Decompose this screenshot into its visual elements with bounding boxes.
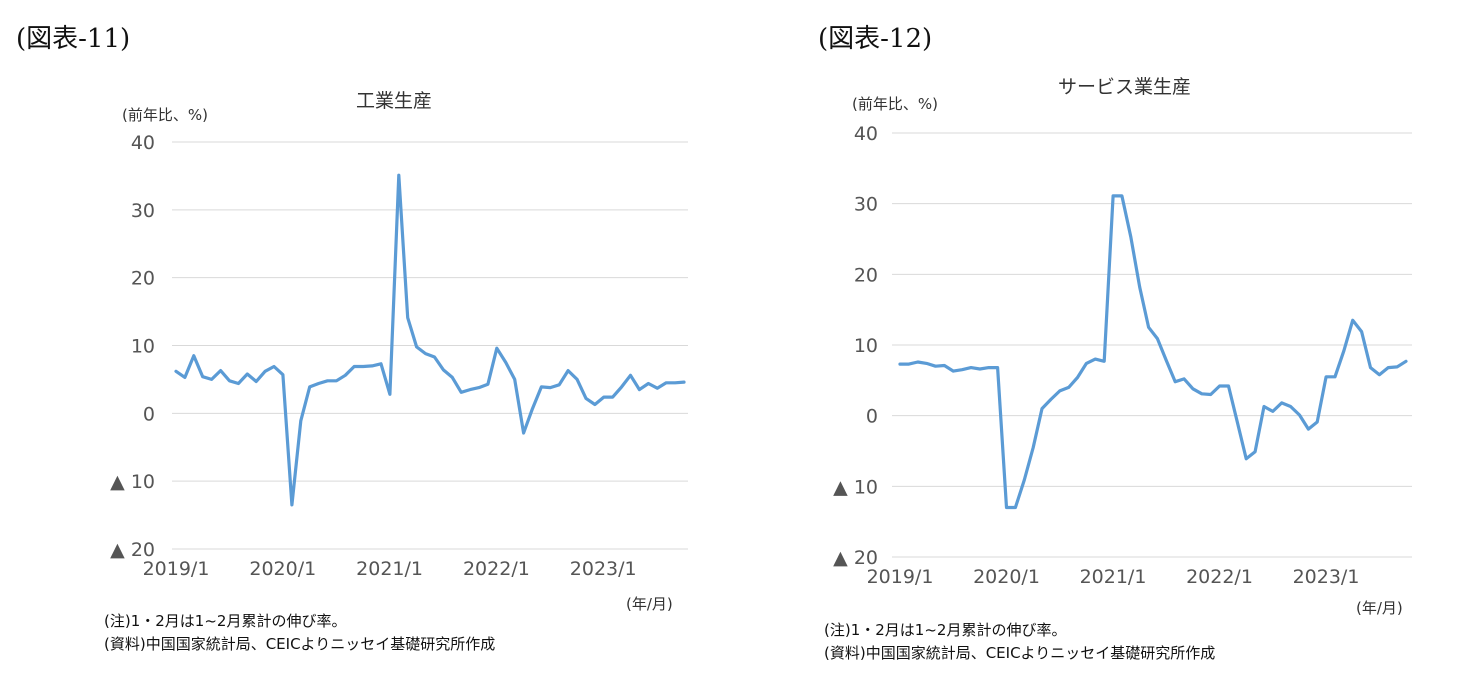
note-line: (注)1・2月は1~2月累計の伸び率。 [104, 612, 347, 630]
y-tick-label: 10 [854, 335, 878, 357]
y-tick-label: 30 [131, 200, 155, 222]
x-tick-label: 2023/1 [1293, 566, 1360, 588]
y-tick-label: ▲ 10 [833, 476, 878, 498]
y-tick-label: ▲ 10 [110, 471, 155, 493]
figure-label: (図表-12) [818, 24, 933, 54]
y-tick-label: 0 [866, 406, 878, 428]
y-tick-label: 0 [143, 403, 155, 425]
series-line [174, 173, 686, 507]
source-line: (資料)中国国家統計局、CEICよりニッセイ基礎研究所作成 [824, 644, 1216, 662]
x-tick-label: 2020/1 [973, 566, 1040, 588]
x-tick-label: 2022/1 [1186, 566, 1253, 588]
note-text: (注)1・2月は1~2月累計の伸び率。 (資料)中国国家統計局、CEICよりニッ… [824, 619, 1215, 665]
y-axis-unit-label: (前年比、%) [852, 95, 938, 113]
source-line: (資料)中国国家統計局、CEICよりニッセイ基礎研究所作成 [104, 635, 496, 653]
y-tick-label: 10 [131, 336, 155, 358]
y-tick-label: 20 [854, 264, 878, 286]
y-axis-unit-label: (前年比、%) [122, 106, 208, 124]
x-tick-label: 2021/1 [1080, 566, 1147, 588]
y-tick-label: 40 [854, 123, 878, 145]
series-line [898, 194, 1408, 510]
note-text: (注)1・2月は1~2月累計の伸び率。 (資料)中国国家統計局、CEICよりニッ… [104, 610, 495, 656]
y-tick-label: 40 [131, 132, 155, 154]
chart-title: 工業生産 [356, 90, 433, 112]
x-tick-label: 2022/1 [463, 558, 530, 580]
y-tick-label: 20 [131, 268, 155, 290]
x-tick-label: 2019/1 [143, 558, 210, 580]
x-tick-label: 2021/1 [356, 558, 423, 580]
x-tick-label: 2019/1 [867, 566, 934, 588]
note-line: (注)1・2月は1~2月累計の伸び率。 [824, 621, 1067, 639]
x-axis-unit-label: (年/月) [626, 595, 673, 613]
x-tick-label: 2020/1 [249, 558, 316, 580]
y-tick-label: ▲ 20 [110, 539, 155, 561]
chart-title: サービス業生産 [1058, 76, 1192, 98]
x-axis-unit-label: (年/月) [1356, 599, 1403, 617]
y-tick-label: ▲ 20 [833, 547, 878, 569]
x-tick-label: 2023/1 [570, 558, 637, 580]
figure-label: (図表-11) [16, 24, 131, 54]
y-tick-label: 30 [854, 194, 878, 216]
